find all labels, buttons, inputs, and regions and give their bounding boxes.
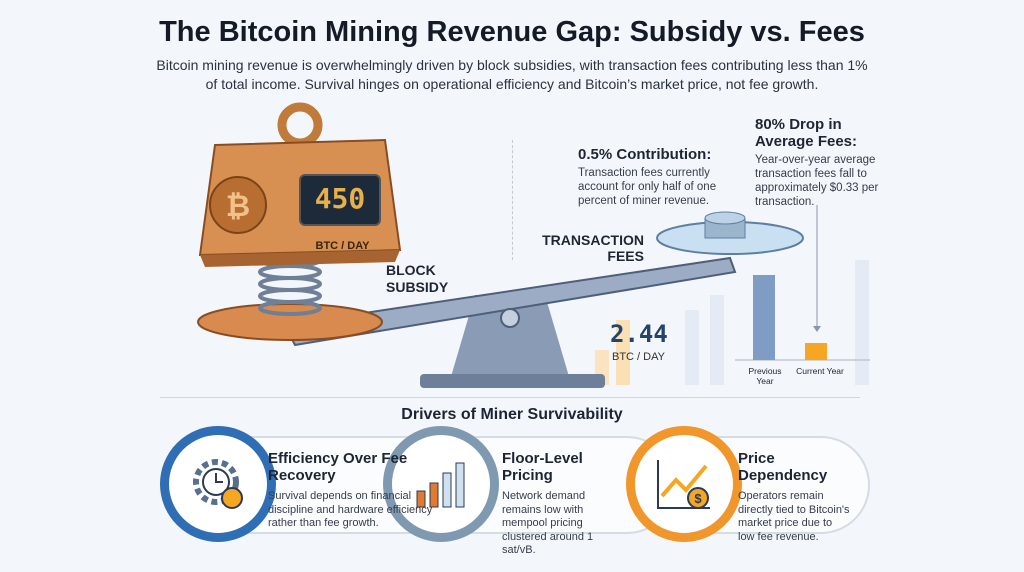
background-bars [595, 260, 869, 385]
fee-bar-0 [753, 275, 775, 360]
fees-unit: BTC / DAY [612, 351, 665, 363]
page-subtitle: Bitcoin mining revenue is overwhelmingly… [156, 57, 868, 92]
weight-display [299, 174, 381, 226]
svg-text:₿: ₿ [226, 190, 250, 223]
callout-contribution: 0.5% Contribution: Transaction fees curr… [578, 146, 717, 207]
fee-bar-1 [805, 343, 827, 360]
subsidy-unit: BTC / DAY [315, 240, 370, 252]
bar-chart-icon [383, 426, 499, 542]
price-trend-icon: $ [626, 426, 742, 542]
drivers-title: Drivers of Miner Survivability [389, 406, 635, 423]
callout-fee-drop: 80% Drop in Average Fees: Year-over-year… [755, 116, 879, 208]
section-divider [160, 397, 860, 398]
weight-handle [277, 102, 323, 148]
category-current-year: Current Year [796, 366, 844, 376]
driver-price: Price Dependency Operators remain direct… [738, 450, 850, 543]
subsidy-label: BLOCK SUBSIDY [386, 262, 449, 295]
gear-clock-icon [160, 426, 276, 542]
arrow-head [813, 326, 821, 332]
page-title: The Bitcoin Mining Revenue Gap: Subsidy … [159, 16, 865, 48]
divider [512, 140, 513, 260]
fee-comparison-chart [735, 205, 870, 361]
fees-value: 2.44 [610, 320, 668, 348]
driver-pricing: Floor-Level Pricing Network demand remai… [502, 450, 594, 556]
category-previous-year: Previous Year [748, 366, 782, 386]
coin-stack-icon [704, 211, 746, 239]
subsidy-value: 450 [314, 182, 366, 215]
driver-efficiency: Efficiency Over Fee Recovery Survival de… [268, 450, 433, 529]
balance-scale-illustration: ₿ [197, 102, 804, 388]
bitcoin-icon [209, 176, 267, 234]
subsidy-plate [197, 303, 383, 341]
svg-text:$: $ [694, 491, 702, 506]
fulcrum [450, 295, 570, 380]
fees-label: TRANSACTION FEES [542, 232, 644, 264]
